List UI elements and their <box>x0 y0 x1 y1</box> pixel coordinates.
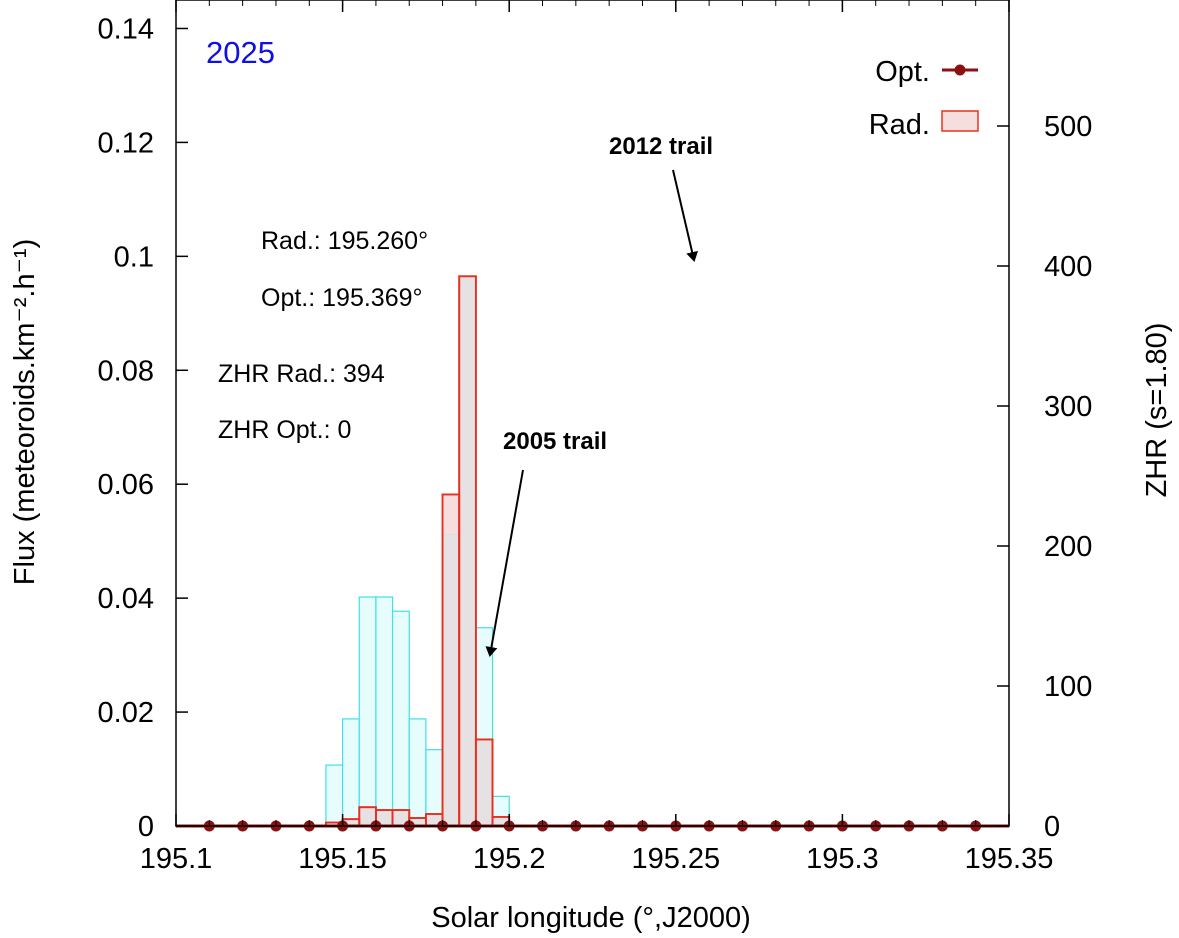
y-left-tick-label-5: 0.1 <box>114 241 154 273</box>
legend-rad-label: Rad. <box>869 109 930 141</box>
y-axis-left-title: Flux (meteoroids.km⁻².h⁻¹) <box>9 239 41 585</box>
rad-peak-label: Rad.: 195.260° <box>261 227 428 255</box>
y-axis-right-title: ZHR (s=1.80) <box>1141 323 1173 498</box>
y-right-tick-label-1: 100 <box>1044 671 1092 703</box>
overlap-bar-10 <box>492 816 510 826</box>
background-bar-0 <box>325 764 344 827</box>
trail-2012-arrow <box>672 169 699 262</box>
background-bar-3 <box>375 596 394 827</box>
overlap-bar-7 <box>442 534 460 826</box>
overlap-bar-5 <box>409 818 426 826</box>
background-bar-5 <box>408 718 427 827</box>
x-tick-label-1: 195.15 <box>298 843 387 875</box>
trail-2005-label: 2005 trail <box>503 428 607 455</box>
legend-rad-swatch <box>941 110 979 132</box>
zhr-opt-label: ZHR Opt.: 0 <box>218 416 351 444</box>
rad-bar-excess-8 <box>460 277 475 278</box>
trail-2005-arrow <box>485 469 524 657</box>
background-bar-2 <box>358 596 377 827</box>
background-bar-4 <box>391 610 410 827</box>
plot-frame <box>175 0 1010 827</box>
overlap-bar-0 <box>325 822 343 826</box>
y-right-tick-label-5: 500 <box>1044 111 1092 143</box>
legend: Opt. Rad. <box>869 56 979 141</box>
overlap-bar-2 <box>359 807 376 826</box>
overlap-bar-4 <box>392 810 410 826</box>
x-tick-label-4: 195.3 <box>806 843 879 875</box>
y-left-tick-label-7: 0.14 <box>98 13 154 45</box>
y-left-tick-label-6: 0.12 <box>98 127 154 159</box>
rad-bar-excess-7 <box>443 495 459 535</box>
y-right-tick-label-4: 400 <box>1044 251 1092 283</box>
year-label: 2025 <box>206 35 275 70</box>
overlap-bar-3 <box>375 810 393 826</box>
y-left-tick-label-1: 0.02 <box>98 697 154 729</box>
y-right-tick-label-2: 200 <box>1044 531 1092 563</box>
background-bar-1 <box>342 718 360 827</box>
y-right-tick-label-3: 300 <box>1044 391 1092 423</box>
x-axis-title: Solar longitude (°,J2000) <box>431 902 751 934</box>
legend-opt-marker <box>954 64 966 76</box>
x-tick-label-0: 195.1 <box>140 843 213 875</box>
trail-2012-label: 2012 trail <box>609 133 713 160</box>
x-tick-label-5: 195.35 <box>965 843 1054 875</box>
axis-ticks: 195.1 195.15 195.2 195.25 195.3 195.3500.020.… <box>98 0 1092 875</box>
y-left-tick-label-2: 0.04 <box>98 583 154 615</box>
overlap-bar-6 <box>425 814 443 826</box>
overlap-bar-8 <box>459 277 476 827</box>
x-tick-label-2: 195.2 <box>473 843 546 875</box>
opt-peak-label: Opt.: 195.369° <box>261 284 423 312</box>
zhr-rad-label: ZHR Rad.: 394 <box>218 360 385 388</box>
y-right-tick-label-0: 0 <box>1044 811 1060 843</box>
y-left-tick-label-4: 0.08 <box>98 355 154 387</box>
legend-opt-label: Opt. <box>875 56 930 88</box>
y-left-tick-label-3: 0.06 <box>98 469 154 501</box>
x-tick-label-3: 195.25 <box>631 843 720 875</box>
y-left-tick-label-0: 0 <box>138 811 154 843</box>
overlap-bar-9 <box>475 739 493 826</box>
overlap-bar-1 <box>342 819 360 826</box>
